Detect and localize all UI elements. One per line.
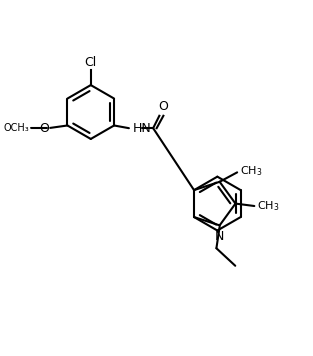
Text: methoxy: methoxy <box>26 127 32 129</box>
Text: N: N <box>215 230 224 243</box>
Text: O: O <box>158 100 168 113</box>
Text: CH$_3$: CH$_3$ <box>240 164 262 178</box>
Text: O: O <box>39 122 49 135</box>
Text: OCH₃: OCH₃ <box>4 123 30 133</box>
Text: HN: HN <box>132 122 151 135</box>
Text: Cl: Cl <box>85 56 97 69</box>
Text: CH$_3$: CH$_3$ <box>257 199 280 213</box>
